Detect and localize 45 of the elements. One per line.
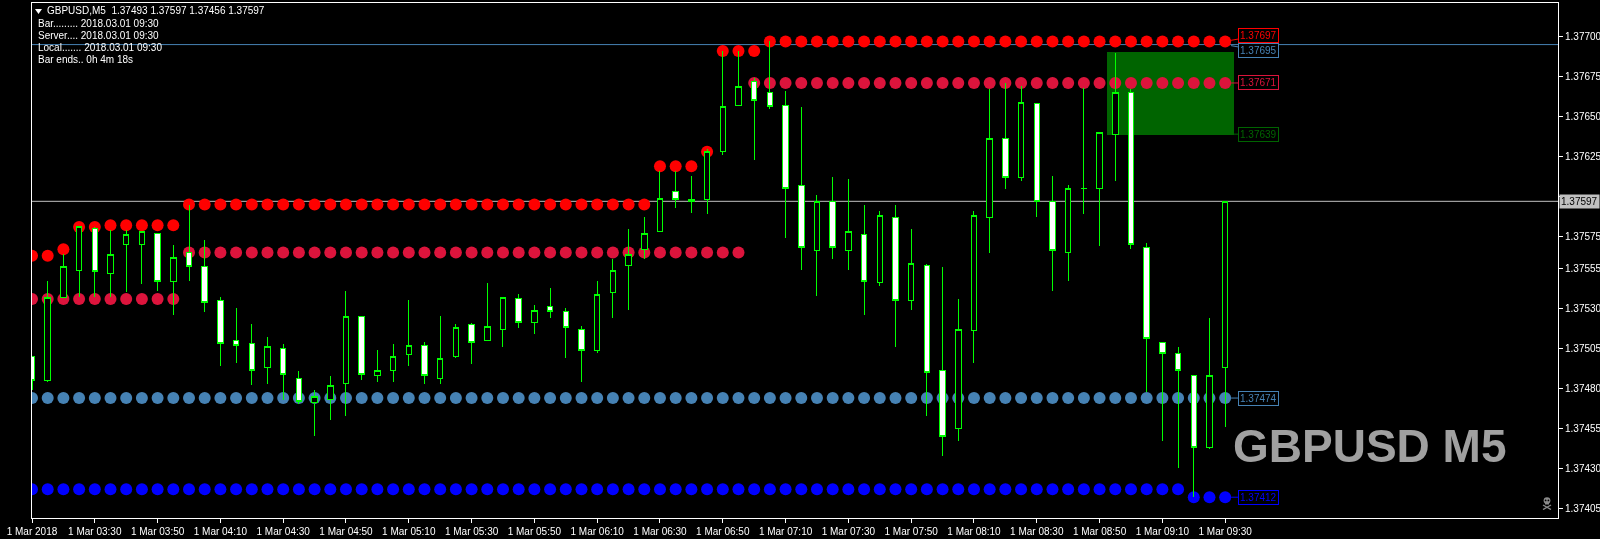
annotation: Bar......... 2018.03.01 09:30 <box>38 18 160 29</box>
data-label: 1.37697 <box>1240 30 1277 41</box>
y-tick-label: 1.37575 <box>1565 231 1600 243</box>
annotation: 1.37695 <box>1240 45 1277 56</box>
x-tick-label: 1 Mar 06:30 <box>633 526 688 537</box>
y-tick-label: 1.37480 <box>1565 382 1600 394</box>
x-tick-label: 1 Mar 08:30 <box>1010 526 1064 537</box>
x-tick-label: 1 Mar 06:50 <box>696 526 750 537</box>
y-tick-label: 1.37650 <box>1565 111 1600 123</box>
ref-line-label: 1.37597 <box>1561 196 1598 207</box>
x-tick-label: 1 Mar 04:10 <box>193 526 248 537</box>
x-tick-label: 1 Mar 03:30 <box>68 526 122 537</box>
x-tick-label: 1 Mar 09:30 <box>1198 526 1253 537</box>
annotation: Server.... 2018.03.01 09:30 <box>38 30 160 41</box>
text: GBPUSD M5 <box>1233 420 1507 472</box>
y-tick-label: 1.37625 <box>1565 151 1600 163</box>
annotation: Bar ends.. 0h 4m 18s <box>38 54 134 65</box>
x-tick-label: 1 Mar 07:50 <box>884 526 939 537</box>
x-tick-label: 1 Mar 05:10 <box>382 526 436 537</box>
x-tick-label: 1 Mar 04:50 <box>319 526 374 537</box>
x-tick-label: 1 Mar 07:10 <box>758 526 813 537</box>
x-tick-label: 1 Mar 06:10 <box>570 526 625 537</box>
x-tick-label: 1 Mar 09:10 <box>1135 526 1190 537</box>
chart-title: GBPUSD,M5 1.37493 1.37597 1.37456 1.37597 <box>47 4 265 16</box>
y-tick-label: 1.37675 <box>1565 71 1600 83</box>
x-tick-label: 1 Mar 2018 <box>6 526 58 537</box>
x-tick-label: 1 Mar 05:50 <box>507 526 562 537</box>
y-tick-label: 1.37430 <box>1565 462 1600 474</box>
annotation: Local....... 2018.03.01 09:30 <box>38 42 163 53</box>
data-label: 1.37474 <box>1240 393 1277 404</box>
y-tick-label: 1.37700 <box>1565 31 1600 43</box>
x-tick-label: 1 Mar 08:10 <box>947 526 1002 537</box>
x-tick-label: 1 Mar 03:50 <box>130 526 185 537</box>
y-tick-label: 1.37530 <box>1565 302 1600 314</box>
x-tick-label: 1 Mar 08:50 <box>1072 526 1127 537</box>
data-label: 1.37671 <box>1240 77 1277 88</box>
annotation: 1.37639 <box>1240 129 1277 140</box>
x-tick-label: 1 Mar 04:30 <box>256 526 311 537</box>
data-label: 1.37412 <box>1240 492 1277 503</box>
x-tick-label: 1 Mar 05:30 <box>444 526 499 537</box>
y-tick-label: 1.37405 <box>1565 502 1600 514</box>
x-tick-label: 1 Mar 07:30 <box>821 526 876 537</box>
y-tick-label: 1.37505 <box>1565 342 1600 354</box>
y-tick-label: 1.37555 <box>1565 263 1600 274</box>
y-tick-label: 1.37455 <box>1565 422 1600 434</box>
